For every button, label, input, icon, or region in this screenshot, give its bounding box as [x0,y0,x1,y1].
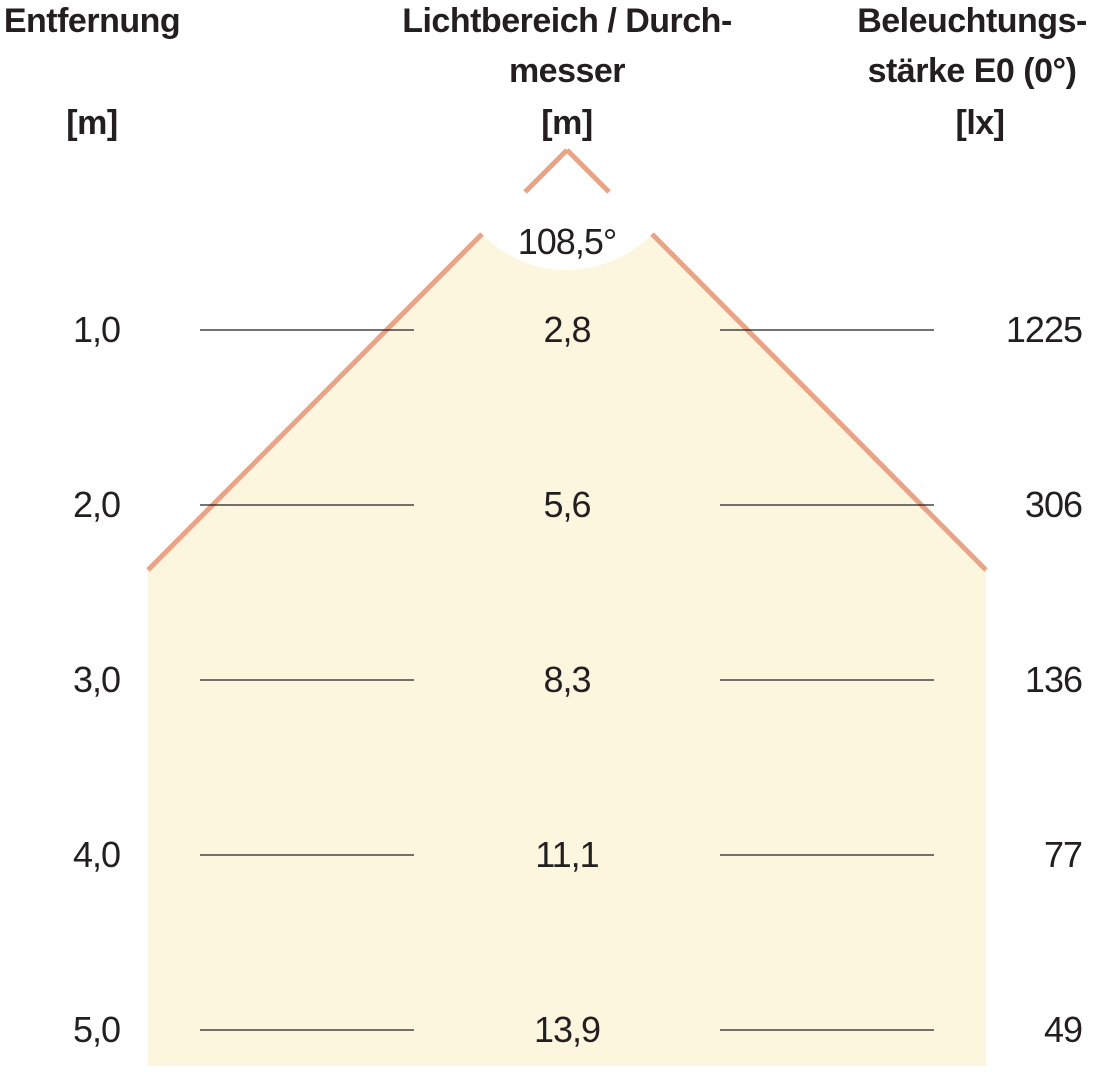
diameter-unit: [m] [541,104,592,142]
light-cone-area [148,152,986,1066]
diameter-header-line1: Lichtbereich / Durch- [402,2,732,40]
diameter-value: 11,1 [535,834,598,875]
diameter-value: 13,9 [534,1009,600,1050]
diameter-value: 8,3 [543,659,590,700]
illuminance-unit: [lx] [956,104,1005,142]
table-row: 3,0 8,3 136 [73,659,1083,700]
distance-value: 2,0 [73,484,120,525]
illuminance-value: 1225 [1006,309,1082,350]
illuminance-value: 306 [1025,484,1082,525]
illuminance-value: 77 [1044,834,1082,875]
cone-apex-left-edge [523,148,569,194]
distance-value: 4,0 [73,834,120,875]
distance-value: 1,0 [73,309,120,350]
distance-unit: [m] [66,104,117,142]
diameter-value: 5,6 [543,484,590,525]
diameter-header-line2: messer [509,52,625,90]
illuminance-header-line2: stärke E0 (0°) [868,52,1077,90]
table-row: 1,0 2,8 1225 [73,309,1083,350]
table-row: 4,0 11,1 77 [73,834,1083,875]
cone-apex-right-edge [565,148,611,194]
cone-right-edge [650,232,988,572]
beam-angle-label: 108,5° [518,221,616,262]
table-row: 2,0 5,6 306 [73,484,1083,525]
illuminance-header-line1: Beleuchtungs- [857,2,1087,40]
cone-left-edge [146,232,484,572]
distance-value: 5,0 [73,1009,120,1050]
illuminance-value: 136 [1025,659,1082,700]
distance-value: 3,0 [73,659,120,700]
diameter-value: 2,8 [543,309,590,350]
distance-header: Entfernung [4,2,180,40]
table-row: 5,0 13,9 49 [73,1009,1083,1050]
illuminance-value: 49 [1044,1009,1082,1050]
